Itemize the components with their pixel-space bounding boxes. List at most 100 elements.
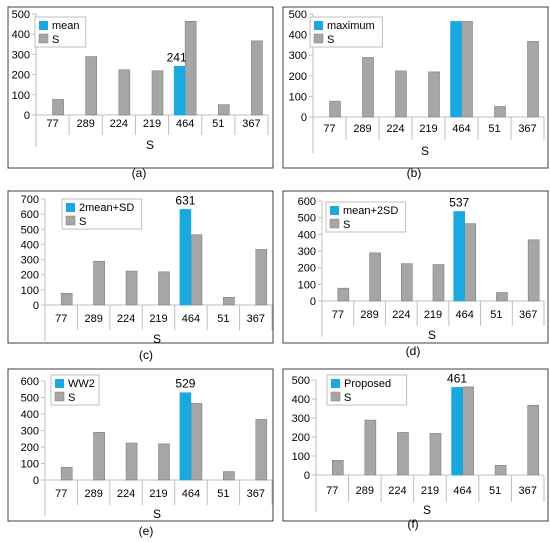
y-tick-label: 100 xyxy=(292,451,310,463)
panel-label: (d) xyxy=(406,344,421,358)
x-tick-label: 464 xyxy=(182,313,200,325)
bar-s-224 xyxy=(400,263,413,302)
panel-frame xyxy=(282,368,549,522)
x-tick-label: 224 xyxy=(117,313,135,325)
bar-highlight-464 xyxy=(450,21,462,118)
legend-swatch-highlight xyxy=(330,206,339,215)
bar-s-219 xyxy=(428,71,440,118)
x-axis-title: S xyxy=(428,328,436,342)
panel-frame xyxy=(282,190,549,344)
x-tick-label: 219 xyxy=(424,309,442,321)
x-tick-label: 51 xyxy=(217,488,229,500)
y-tick-label: 400 xyxy=(12,29,30,41)
legend-label-s: S xyxy=(52,34,59,46)
bar-s-464 xyxy=(190,403,203,481)
legend-label-s: S xyxy=(343,219,350,231)
panel-label: (b) xyxy=(407,166,422,180)
bar-s-289 xyxy=(93,432,105,481)
legend-swatch-highlight xyxy=(66,203,75,212)
y-tick-label: 300 xyxy=(289,50,307,62)
bar-s-77 xyxy=(337,287,350,302)
x-tick-label: 367 xyxy=(519,485,537,497)
x-tick-label: 464 xyxy=(456,309,474,321)
x-tick-label: 464 xyxy=(452,123,470,135)
chart-panel-1: 0 100 200 300 400 500 77 289 224 219 464 241 51 367 Sm… xyxy=(7,6,274,180)
y-tick-label: 400 xyxy=(289,30,307,42)
legend-swatch-s xyxy=(313,33,324,44)
bar-s-367 xyxy=(251,40,263,116)
legend-label-highlight: mean xyxy=(52,20,80,32)
bar-highlight-464 xyxy=(179,209,192,306)
x-tick-label: 77 xyxy=(46,118,58,130)
chart-panel-4: 0 100 200 300 400 500 600 77 289 224 219 464 537 51 36… xyxy=(282,190,549,358)
x-tick-label: 367 xyxy=(519,309,537,321)
x-tick-label: 367 xyxy=(242,118,260,130)
bar-s-289 xyxy=(362,57,374,118)
legend-box xyxy=(326,374,408,406)
y-tick-label: 100 xyxy=(12,90,30,102)
y-tick-label: 100 xyxy=(298,279,316,291)
x-tick-label: 51 xyxy=(490,309,502,321)
bar-s-51 xyxy=(494,465,507,476)
bar-s-224 xyxy=(118,69,131,116)
bar-s-51 xyxy=(223,471,235,481)
bar-s-77 xyxy=(60,293,73,306)
bar-data-label: 529 xyxy=(175,377,195,391)
bar-s-77 xyxy=(329,100,341,118)
legend-label-s: S xyxy=(79,216,86,228)
y-tick-label: 100 xyxy=(21,459,39,471)
bar-highlight-464 xyxy=(173,66,186,116)
x-axis-title: S xyxy=(146,138,154,152)
panel-frame xyxy=(7,368,274,522)
bar-s-464 xyxy=(462,386,474,476)
bar-s-289 xyxy=(364,419,377,476)
y-tick-label: 200 xyxy=(298,263,316,275)
y-tick-label: 300 xyxy=(21,426,39,438)
bar-s-367 xyxy=(527,239,540,302)
y-tick-label: 300 xyxy=(298,246,316,258)
bar-s-51 xyxy=(217,104,230,116)
bar-s-77 xyxy=(60,466,73,481)
x-tick-label: 51 xyxy=(212,118,224,130)
panel-label: (c) xyxy=(139,348,153,362)
legend-swatch-s xyxy=(65,215,76,226)
y-tick-label: 300 xyxy=(292,413,310,425)
bar-data-label: 631 xyxy=(175,193,195,207)
y-tick-label: 500 xyxy=(298,213,316,225)
bar-s-224 xyxy=(397,432,409,476)
x-tick-label: 289 xyxy=(84,313,102,325)
legend-label-highlight: WW2 xyxy=(68,378,95,390)
bar-highlight-464 xyxy=(453,211,466,302)
bar-s-77 xyxy=(331,460,344,476)
bar-s-289 xyxy=(85,56,98,116)
y-tick-label: 600 xyxy=(298,196,316,208)
y-tick-label: 500 xyxy=(21,393,39,405)
legend-label-s: S xyxy=(68,392,75,404)
bar-s-219 xyxy=(158,271,170,306)
y-tick-label: 100 xyxy=(21,285,39,297)
legend-box xyxy=(325,201,407,233)
chart-panel-2: 0 100 200 300 400 500 77 289 224 219 464 51 367 Smaxi… xyxy=(282,6,549,180)
x-tick-label: 367 xyxy=(518,123,536,135)
bar-s-219 xyxy=(432,264,445,302)
bar-s-367 xyxy=(255,419,268,481)
x-tick-label: 367 xyxy=(247,488,265,500)
legend-swatch-s xyxy=(54,391,65,402)
x-tick-label: 219 xyxy=(419,123,437,135)
panel-label: (a) xyxy=(132,166,147,180)
x-tick-label: 289 xyxy=(77,118,95,130)
y-tick-label: 0 xyxy=(33,300,39,312)
y-tick-label: 500 xyxy=(292,375,310,387)
x-tick-label: 219 xyxy=(149,313,167,325)
y-tick-label: 400 xyxy=(298,229,316,241)
legend-label-s: S xyxy=(327,34,334,46)
x-axis-title: S xyxy=(153,332,161,346)
bar-highlight-464 xyxy=(451,387,463,476)
x-tick-label: 219 xyxy=(149,488,167,500)
x-tick-label: 289 xyxy=(360,309,378,321)
legend-swatch-s xyxy=(330,391,341,402)
chart-panel-3: 0 100 200 300 400 500 600 700 77 289 224 219 464 631 5… xyxy=(7,190,274,362)
bar-s-219 xyxy=(158,443,170,481)
y-tick-label: 600 xyxy=(21,376,39,388)
